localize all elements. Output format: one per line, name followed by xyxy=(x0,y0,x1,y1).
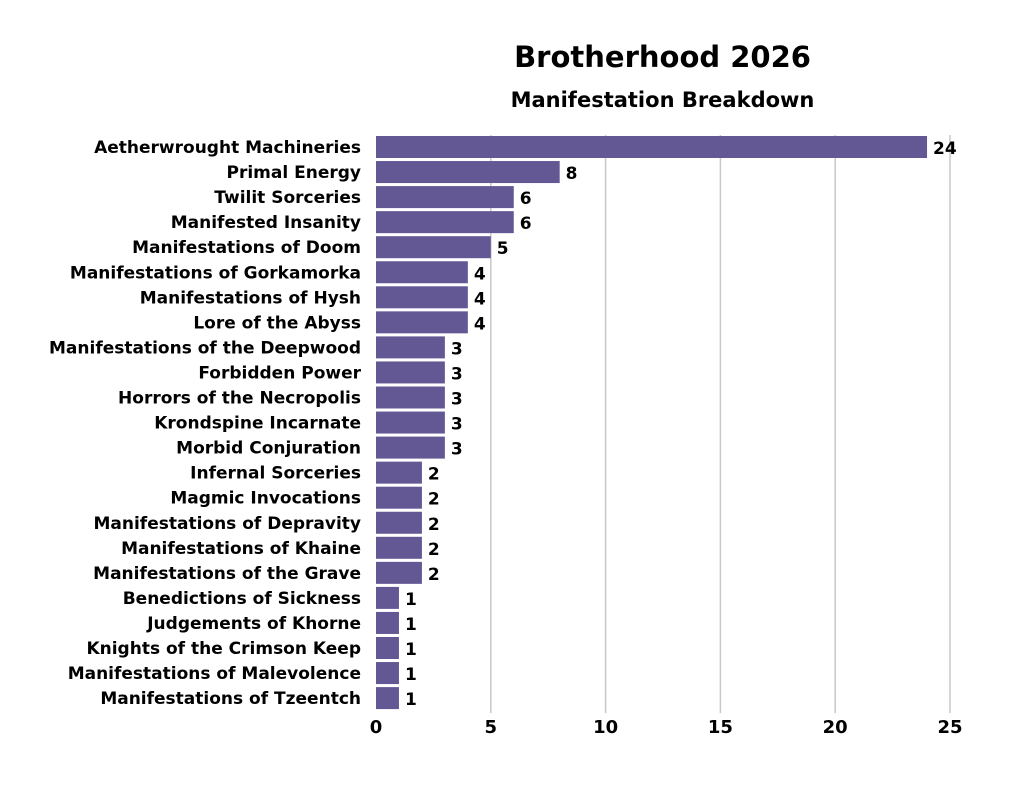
data-label: 2 xyxy=(428,540,440,560)
bar xyxy=(376,136,928,158)
x-tick-label: 20 xyxy=(823,717,848,738)
bar xyxy=(376,161,560,184)
category-label: Benedictions of Sickness xyxy=(123,589,361,609)
category-label: Manifested Insanity xyxy=(171,213,361,233)
category-label: Manifestations of Malevolence xyxy=(68,664,361,684)
data-label: 1 xyxy=(405,665,417,685)
chart-subtitle: Manifestation Breakdown xyxy=(510,88,815,112)
category-label: Magmic Invocations xyxy=(170,489,361,509)
data-label: 2 xyxy=(428,565,440,585)
bar xyxy=(376,311,468,334)
category-label: Manifestations of Khaine xyxy=(121,539,361,559)
data-label: 24 xyxy=(933,139,957,159)
data-label: 3 xyxy=(451,339,463,359)
data-label: 2 xyxy=(428,515,440,535)
category-label: Forbidden Power xyxy=(198,363,361,383)
bar xyxy=(376,261,468,284)
category-label: Horrors of the Necropolis xyxy=(118,389,361,409)
bar xyxy=(376,211,514,234)
data-label: 2 xyxy=(428,490,440,510)
bar xyxy=(376,486,422,509)
category-label: Knights of the Crimson Keep xyxy=(86,639,361,659)
bar xyxy=(376,561,422,584)
bar xyxy=(376,236,491,259)
bar xyxy=(376,436,445,459)
bar xyxy=(376,411,445,434)
bar xyxy=(376,461,422,484)
data-label: 1 xyxy=(405,590,417,610)
data-label: 1 xyxy=(405,615,417,635)
category-label: Manifestations of Depravity xyxy=(93,514,361,534)
bar xyxy=(376,186,514,209)
category-label: Infernal Sorceries xyxy=(190,464,361,484)
data-label: 4 xyxy=(474,314,486,334)
category-label: Primal Energy xyxy=(227,163,361,183)
data-label: 8 xyxy=(566,164,578,184)
bar xyxy=(376,586,399,609)
bar xyxy=(376,687,399,710)
bar xyxy=(376,536,422,559)
category-label: Manifestations of the Deepwood xyxy=(49,338,361,358)
bar xyxy=(376,662,399,685)
data-label: 6 xyxy=(520,214,532,234)
category-label: Twilit Sorceries xyxy=(214,188,361,208)
category-label: Manifestations of Tzeentch xyxy=(100,689,361,709)
category-label: Aetherwrought Machineries xyxy=(94,138,361,158)
category-label: Judgements of Khorne xyxy=(146,614,361,634)
x-tick-label: 15 xyxy=(708,717,733,738)
data-label: 3 xyxy=(451,415,463,435)
data-label: 3 xyxy=(451,364,463,384)
data-label: 3 xyxy=(451,440,463,460)
data-label: 4 xyxy=(474,289,486,309)
category-label: Krondspine Incarnate xyxy=(154,414,361,434)
category-label: Lore of the Abyss xyxy=(193,313,361,333)
category-label: Manifestations of Hysh xyxy=(140,288,361,308)
bar xyxy=(376,286,468,309)
x-tick-label: 0 xyxy=(370,717,383,738)
x-tick-label: 10 xyxy=(593,717,618,738)
data-label: 1 xyxy=(405,690,417,710)
bar xyxy=(376,336,445,359)
data-label: 2 xyxy=(428,465,440,485)
bar xyxy=(376,611,399,634)
data-label: 3 xyxy=(451,390,463,410)
category-label: Manifestations of Gorkamorka xyxy=(70,263,361,283)
data-label: 5 xyxy=(497,239,509,259)
chart-title: Brotherhood 2026 xyxy=(514,40,811,74)
bar xyxy=(376,637,399,659)
category-label: Manifestations of Doom xyxy=(132,238,361,258)
bar xyxy=(376,361,445,384)
data-label: 4 xyxy=(474,264,486,284)
data-label: 1 xyxy=(405,640,417,660)
category-label: Morbid Conjuration xyxy=(176,439,361,459)
x-tick-label: 5 xyxy=(485,717,498,738)
category-label: Manifestations of the Grave xyxy=(93,564,361,584)
x-tick-label: 25 xyxy=(937,717,962,738)
data-label: 6 xyxy=(520,189,532,209)
bar xyxy=(376,511,422,534)
bar xyxy=(376,386,445,409)
